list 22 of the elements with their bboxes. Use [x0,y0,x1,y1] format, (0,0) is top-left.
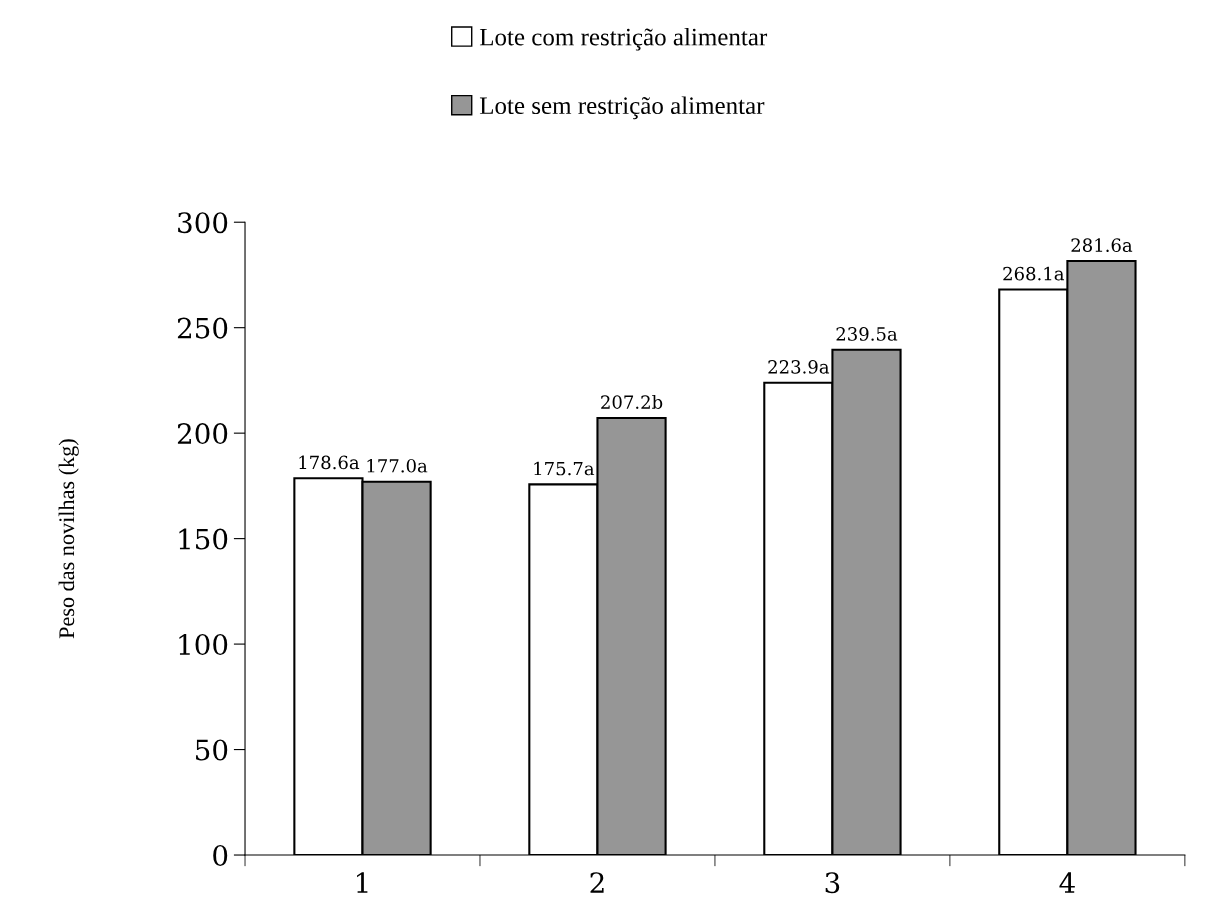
y-tick-label: 300 [178,212,228,234]
y-tick-label: 150 [179,528,228,550]
data-label: 207.2b [601,394,663,409]
data-label: 281.6a [1071,238,1133,252]
data-label: 268.1a [1003,266,1065,281]
x-tick-label: 4 [1059,872,1075,893]
x-tick-label: 1 [357,872,368,893]
y-axis-title: Peso das novilhas (kg) [58,439,79,639]
x-tick-label: 3 [825,872,840,894]
legend-label: Lote sem restrição alimentar [479,96,765,120]
x-tick-label: 2 [590,872,604,893]
data-label: 178.6a [299,455,360,470]
y-tick-label: 50 [196,739,228,761]
y-tick-label: 200 [177,423,228,445]
y-tick-label: 250 [177,317,228,339]
data-label: 175.7a [534,461,595,476]
data-label: 177.0a [367,458,428,473]
data-label: 239.5a [836,327,898,341]
y-tick-label: 0 [213,844,228,866]
y-tick-label: 100 [179,634,228,656]
legend-label: Lote com restrição alimentar [479,27,768,51]
data-label: 223.9a [768,360,830,374]
